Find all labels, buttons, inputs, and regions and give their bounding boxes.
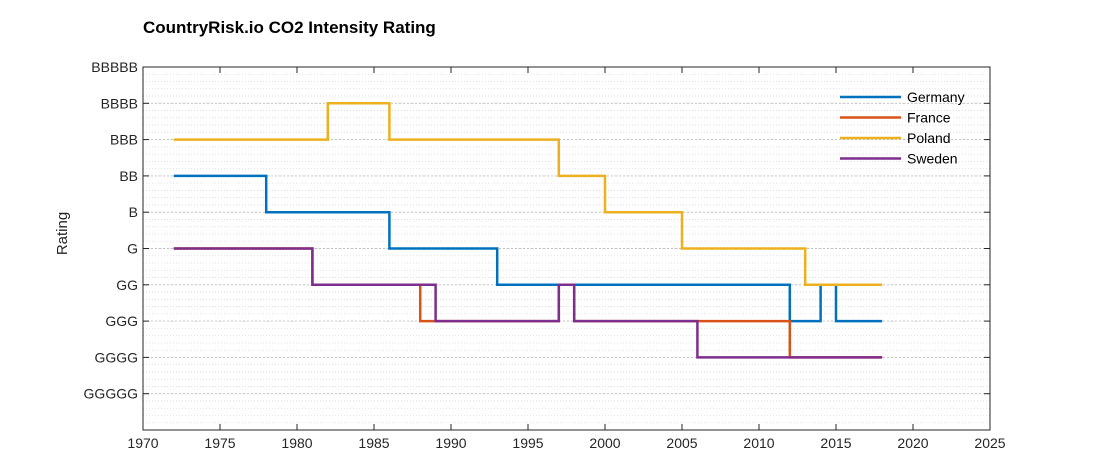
x-tick-label: 1990 bbox=[435, 435, 466, 451]
y-tick-label: BBBBB bbox=[91, 59, 138, 75]
series-lines bbox=[173, 102, 883, 359]
chart-title: CountryRisk.io CO2 Intensity Rating bbox=[143, 18, 436, 37]
x-tick-labels: 1970 1975 1980 1985 1990 1995 2000 2005 2010 2015… bbox=[127, 435, 1005, 451]
legend-label-germany: Germany bbox=[907, 89, 965, 105]
y-tick-label: GGGGG bbox=[84, 386, 138, 402]
y-tick-label: B bbox=[129, 204, 138, 220]
x-tick-label: 2015 bbox=[820, 435, 851, 451]
y-tick-label: G bbox=[127, 241, 138, 257]
legend-label-poland: Poland bbox=[907, 130, 951, 146]
minor-grid bbox=[143, 73, 990, 424]
x-tick-label: 2000 bbox=[589, 435, 620, 451]
x-tick-label: 1995 bbox=[512, 435, 543, 451]
x-tick-label: 1985 bbox=[358, 435, 389, 451]
y-tick-label: GGGG bbox=[94, 349, 138, 365]
series-line-sweden bbox=[173, 247, 883, 359]
y-tick-label: BBBB bbox=[101, 95, 138, 111]
y-tick-label: BBB bbox=[110, 132, 138, 148]
major-grid bbox=[143, 66, 990, 395]
x-tick-label: 2005 bbox=[666, 435, 697, 451]
x-tick-label: 2025 bbox=[974, 435, 1005, 451]
x-tick-label: 2010 bbox=[743, 435, 774, 451]
y-axis-label: Rating bbox=[54, 212, 71, 255]
legend: Germany France Poland Sweden bbox=[840, 89, 965, 167]
x-tick-label: 1980 bbox=[281, 435, 312, 451]
x-tick-label: 1970 bbox=[127, 435, 158, 451]
y-tick-label: GGG bbox=[105, 313, 138, 329]
x-tick-label: 1975 bbox=[204, 435, 235, 451]
legend-label-sweden: Sweden bbox=[907, 151, 958, 167]
series-line-poland bbox=[173, 102, 883, 287]
series-line-france bbox=[173, 247, 883, 359]
axis-ticks bbox=[142, 66, 991, 430]
y-tick-label: BB bbox=[119, 168, 138, 184]
y-tick-label: GG bbox=[116, 277, 138, 293]
x-tick-label: 2020 bbox=[897, 435, 928, 451]
legend-label-france: France bbox=[907, 110, 951, 126]
